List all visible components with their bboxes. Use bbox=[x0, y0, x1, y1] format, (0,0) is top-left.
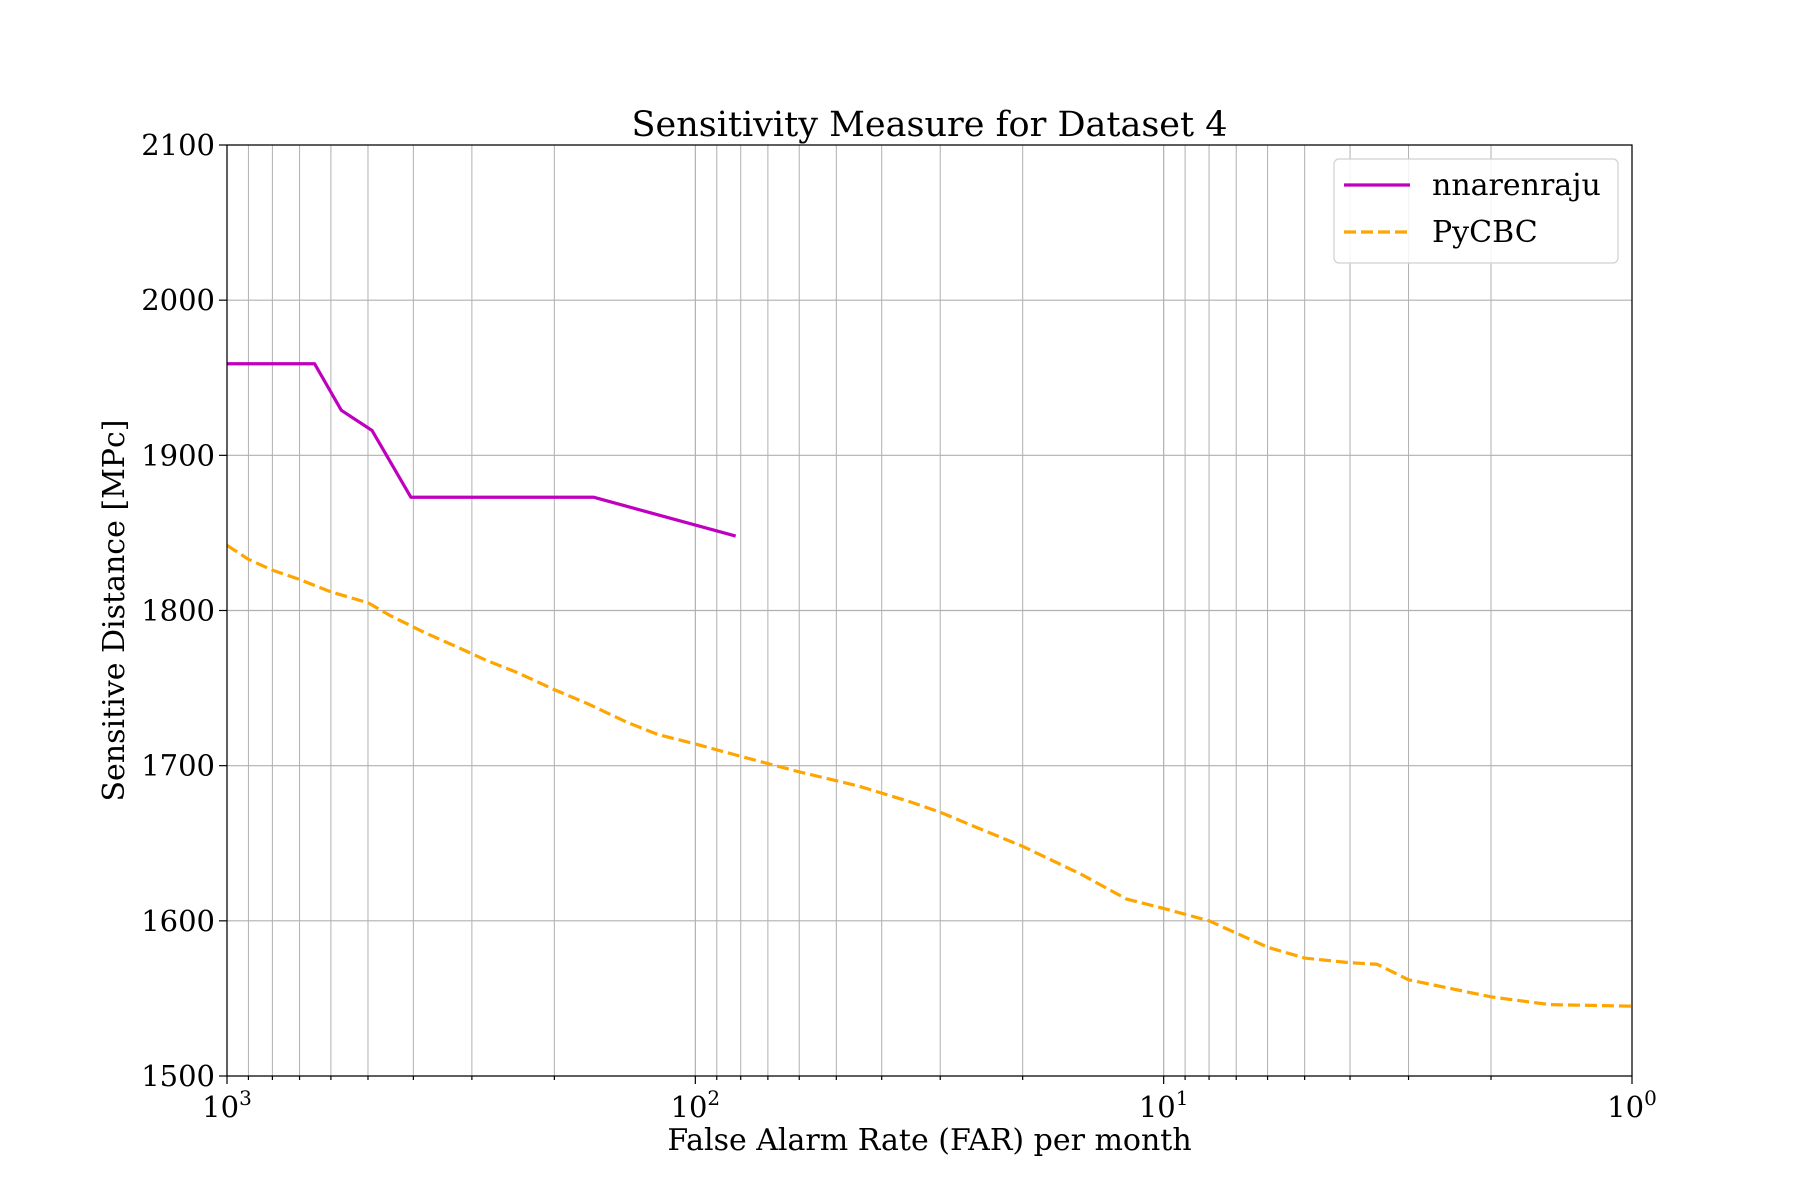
y-tick-label: 2100 bbox=[141, 128, 215, 162]
x-tick-label: 102 bbox=[671, 1086, 721, 1124]
x-axis-label: False Alarm Rate (FAR) per month bbox=[667, 1123, 1191, 1158]
x-tick-label-base: 10 bbox=[1139, 1090, 1176, 1124]
y-tick-label: 1900 bbox=[141, 438, 215, 472]
x-tick-label-exponent: 1 bbox=[1176, 1086, 1189, 1110]
legend-label-pycbc: PyCBC bbox=[1432, 215, 1538, 250]
x-tick-label-base: 10 bbox=[1607, 1090, 1644, 1124]
legend: nnarenraju PyCBC bbox=[1333, 158, 1619, 264]
y-tick-label: 1500 bbox=[141, 1059, 215, 1093]
series-line-nnarenraju bbox=[227, 362, 737, 538]
x-tick-label-base: 10 bbox=[671, 1090, 708, 1124]
series-layer bbox=[226, 362, 1633, 1008]
y-tick-label: 1800 bbox=[141, 594, 215, 628]
x-tick-label-exponent: 3 bbox=[239, 1086, 252, 1110]
legend-label-nnarenraju: nnarenraju bbox=[1432, 168, 1601, 203]
y-tick-labels: 1500 1600 1700 1800 1900 2000 2100 bbox=[141, 128, 215, 1093]
x-tick-label: 103 bbox=[202, 1086, 252, 1124]
y-tick-label: 1700 bbox=[141, 749, 215, 783]
y-tick-label: 1600 bbox=[141, 904, 215, 938]
x-tick-label: 101 bbox=[1139, 1086, 1189, 1124]
y-axis-label: Sensitive Distance [MPc] bbox=[97, 419, 132, 801]
grid-lines bbox=[226, 144, 1633, 1077]
y-tick-label: 2000 bbox=[141, 283, 215, 317]
chart-title: Sensitivity Measure for Dataset 4 bbox=[632, 105, 1228, 145]
x-tick-label: 100 bbox=[1607, 1086, 1657, 1124]
x-tick-label-exponent: 0 bbox=[1644, 1086, 1657, 1110]
x-tick-label-exponent: 2 bbox=[707, 1086, 720, 1110]
tick-marks bbox=[219, 144, 1633, 1084]
x-tick-labels: 103 102 101 100 bbox=[202, 1086, 1657, 1124]
x-tick-label-base: 10 bbox=[202, 1090, 239, 1124]
series-line-pycbc bbox=[226, 543, 1633, 1008]
